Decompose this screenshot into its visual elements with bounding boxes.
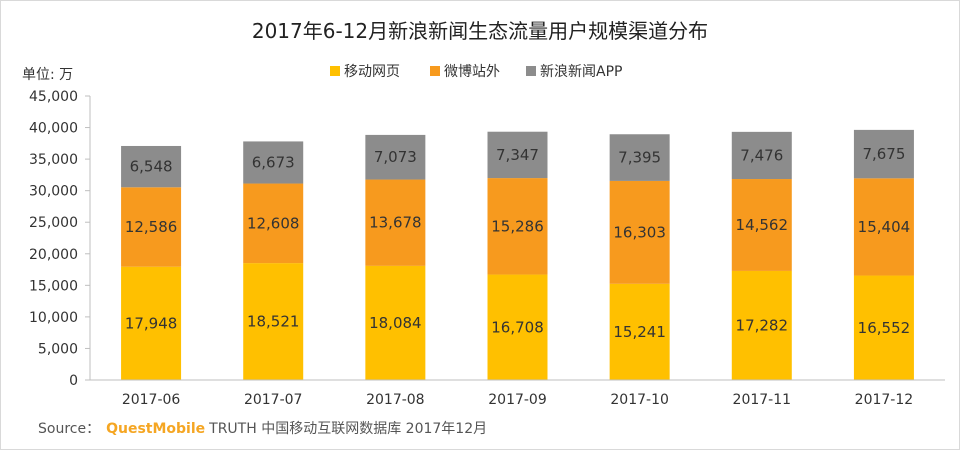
bar-segment	[731, 131, 792, 180]
bar-segment	[365, 179, 426, 266]
legend-label: 新浪新闻APP	[540, 64, 622, 80]
plot-area: 17,948 12,586 6,548 18,521 12,608 6,673 18,084…	[121, 129, 914, 380]
y-tick-label: 15,000	[29, 278, 78, 294]
bar-segment	[853, 275, 914, 380]
bar-segment	[609, 283, 670, 380]
data-label: 15,404	[858, 218, 911, 236]
unit-label: 单位: 万	[22, 67, 73, 83]
y-axis: 0 5,000 10,000 15,000 20,000 25,000 30,000 35,0…	[29, 89, 91, 389]
bar-segment	[609, 134, 670, 181]
data-label: 7,347	[496, 146, 539, 164]
y-tick-label: 40,000	[29, 121, 78, 137]
data-label: 7,476	[740, 146, 783, 164]
legend-label: 微博站外	[444, 63, 500, 80]
y-tick-label: 35,000	[29, 152, 78, 168]
data-label: 15,241	[613, 323, 666, 341]
y-tick-label: 30,000	[29, 184, 78, 200]
bar-segment	[731, 179, 792, 271]
data-label: 16,552	[858, 319, 911, 337]
legend-swatch	[330, 66, 340, 76]
legend-swatch	[430, 66, 440, 76]
bar-segment	[121, 145, 182, 188]
y-tick-label: 5,000	[38, 341, 78, 357]
x-axis: 2017-06 2017-07 2017-08 2017-09 2017-10 2017-…	[90, 379, 945, 408]
bar-segment	[243, 183, 304, 264]
bar-segment	[365, 265, 426, 380]
data-label: 6,673	[252, 153, 295, 171]
bar-segment	[487, 131, 548, 179]
bar-segment	[365, 134, 426, 180]
source-text: TRUTH 中国移动互联网数据库 2017年12月	[209, 421, 488, 437]
bar-segment	[121, 266, 182, 380]
data-label: 7,073	[374, 148, 417, 166]
data-label: 15,286	[491, 217, 544, 235]
data-label: 17,948	[125, 314, 178, 332]
source-prefix: Source：	[38, 421, 101, 437]
y-tick-label: 45,000	[29, 89, 78, 105]
y-tick-label: 10,000	[29, 310, 78, 326]
x-tick-label: 2017-09	[488, 392, 547, 408]
bar-segment	[243, 263, 304, 380]
x-tick-label: 2017-12	[855, 392, 914, 408]
data-label: 6,548	[130, 158, 173, 176]
data-label: 12,586	[125, 218, 178, 236]
legend-swatch	[526, 66, 536, 76]
x-tick-label: 2017-08	[366, 392, 425, 408]
data-label: 18,084	[369, 314, 422, 332]
bar-segment	[243, 141, 304, 184]
chart-title: 2017年6-12月新浪新闻生态流量用户规模渠道分布	[252, 19, 708, 43]
data-label: 7,675	[862, 145, 905, 163]
y-tick-label: 0	[69, 373, 78, 389]
bar-segment	[121, 187, 182, 267]
bar-segment	[731, 270, 792, 380]
data-label: 13,678	[369, 214, 422, 232]
data-label: 7,395	[618, 149, 661, 167]
x-tick-label: 2017-11	[733, 392, 792, 408]
y-tick-label: 25,000	[29, 215, 78, 231]
y-tick-label: 20,000	[29, 247, 78, 263]
data-label: 14,562	[736, 216, 789, 234]
bar-segment	[487, 178, 548, 275]
bar-segment	[487, 274, 548, 380]
bar-segment	[609, 180, 670, 284]
data-label: 18,521	[247, 313, 300, 331]
legend: 移动网页 微博站外 新浪新闻APP	[330, 63, 622, 80]
data-label: 12,608	[247, 214, 300, 232]
source-brand: QuestMobile	[106, 421, 206, 437]
data-label: 17,282	[736, 316, 789, 334]
source-line: Source： QuestMobile TRUTH 中国移动互联网数据库 2017年…	[38, 418, 487, 438]
data-label: 16,708	[491, 318, 544, 336]
x-tick-label: 2017-10	[610, 392, 669, 408]
x-tick-label: 2017-07	[244, 392, 303, 408]
legend-label: 移动网页	[344, 64, 400, 80]
data-label: 16,303	[613, 223, 666, 241]
bar-segment	[853, 178, 914, 276]
x-tick-label: 2017-06	[122, 392, 181, 408]
bar-segment	[853, 129, 914, 179]
